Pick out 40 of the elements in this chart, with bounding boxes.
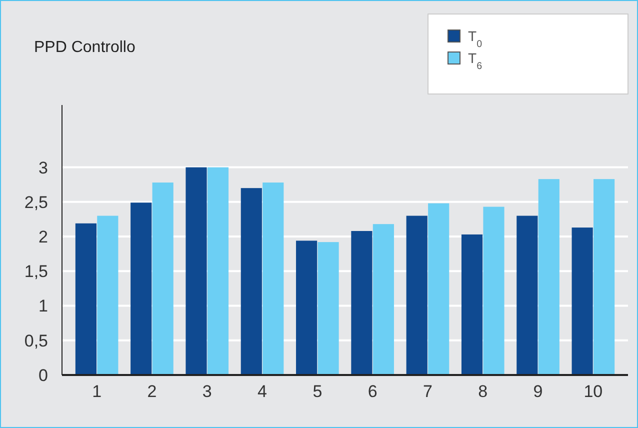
- bar: [75, 223, 96, 375]
- bar: [406, 216, 428, 375]
- x-tick-label: 10: [584, 382, 603, 401]
- y-tick-label: 1: [38, 296, 48, 316]
- x-tick-label: 6: [368, 382, 378, 401]
- bar: [318, 242, 339, 375]
- y-tick-label: 2,5: [24, 192, 48, 212]
- bar: [262, 182, 284, 375]
- bar: [240, 188, 262, 375]
- legend-label: T$_{6}$: [468, 50, 483, 72]
- bar: [594, 179, 615, 375]
- bar: [461, 234, 483, 375]
- chart-title: PPD Controllo: [34, 39, 136, 56]
- y-tick-label: 3: [38, 158, 48, 178]
- bar: [483, 206, 504, 375]
- y-tick-label: 2: [38, 227, 48, 246]
- bar: [428, 203, 450, 375]
- bar: [152, 182, 174, 375]
- bar: [186, 167, 207, 375]
- bar: [207, 167, 229, 375]
- bar: [372, 224, 394, 375]
- x-tick-label: 9: [533, 382, 543, 401]
- bar: [538, 179, 560, 375]
- y-tick-label: 0: [38, 366, 48, 385]
- x-tick-label: 3: [202, 382, 212, 401]
- bar: [351, 231, 372, 375]
- bar: [130, 202, 152, 375]
- y-tick-label: 0,5: [24, 331, 48, 350]
- y-tick-label: 1,5: [24, 262, 48, 282]
- bar: [97, 216, 118, 375]
- x-tick-label: 8: [478, 382, 488, 401]
- legend-label: T$_{0}$: [468, 28, 483, 50]
- x-tick-label: 5: [312, 382, 322, 401]
- x-tick-label: 4: [258, 382, 268, 401]
- x-tick-label: 2: [147, 382, 157, 401]
- bar: [516, 216, 538, 375]
- x-tick-label: 1: [92, 382, 102, 401]
- bar: [572, 228, 593, 375]
- bar: [296, 240, 318, 375]
- x-tick-label: 7: [422, 382, 432, 401]
